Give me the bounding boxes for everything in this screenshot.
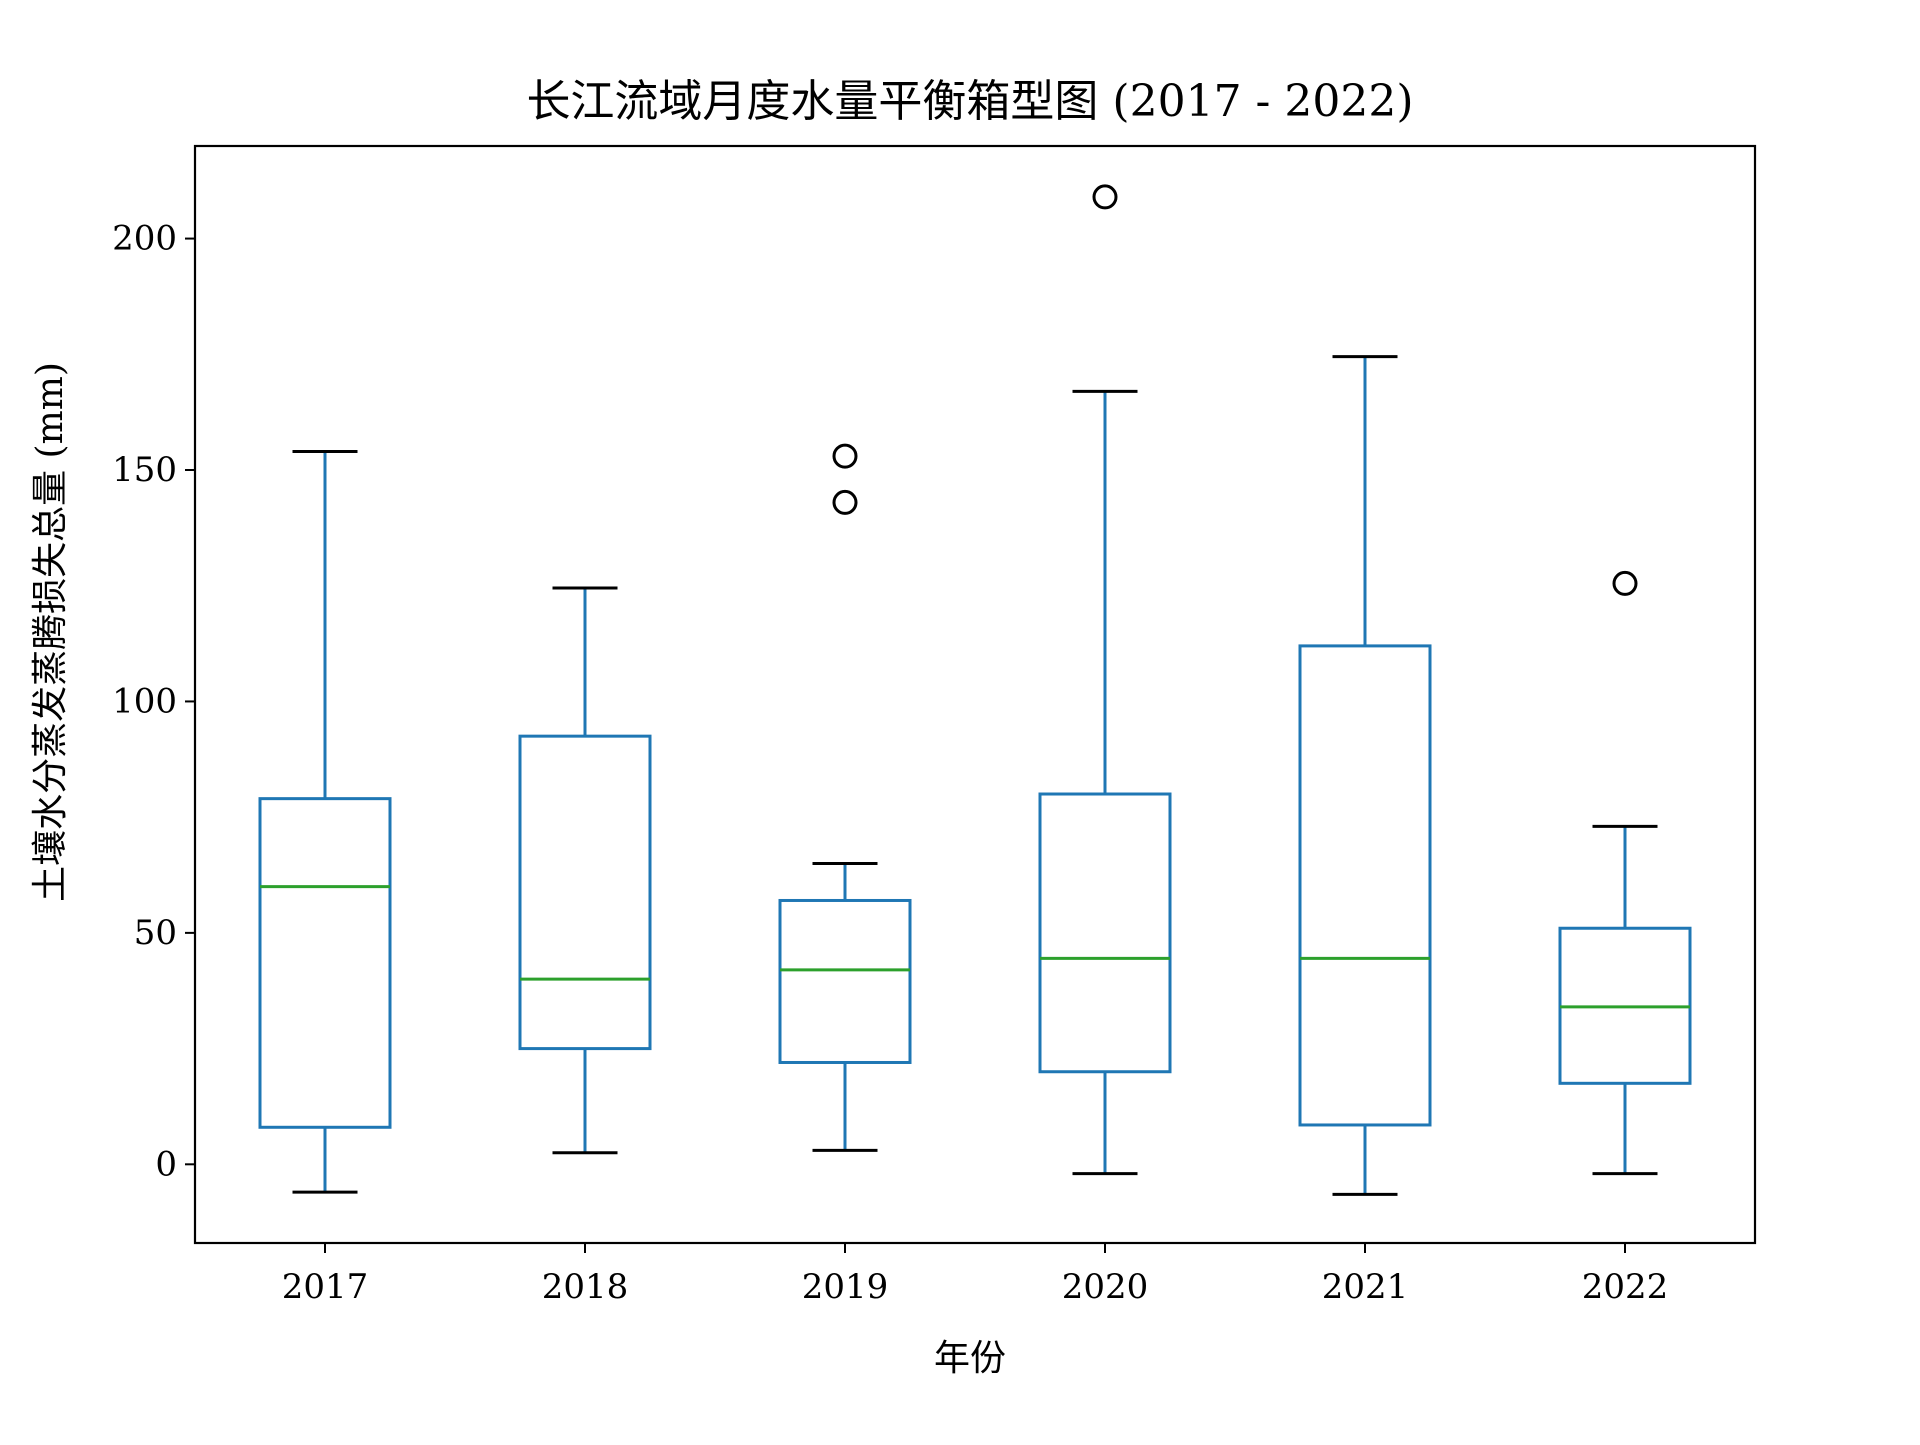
- box-2019: [778, 898, 912, 1064]
- x-axis-label: 年份: [934, 1338, 1006, 1379]
- outlier-point: [1092, 184, 1118, 210]
- y-tick-label: 150: [112, 450, 177, 490]
- x-tick-label: 2017: [282, 1267, 369, 1307]
- chart-title: 长江流域月度水量平衡箱型图 (2017 - 2022): [526, 76, 1413, 127]
- outlier-point: [1612, 570, 1638, 596]
- y-tick-label: 100: [112, 681, 177, 721]
- y-tick-label: 50: [134, 913, 177, 953]
- box-2021: [1298, 644, 1432, 1127]
- box-2020: [1038, 792, 1172, 1074]
- x-tick-label: 2020: [1062, 1267, 1149, 1307]
- plot-area: 0 50 100 150 200 2017 2018 2019 2020 2021 2022: [112, 144, 1757, 1307]
- x-tick-label: 2021: [1322, 1267, 1409, 1307]
- outlier-point: [832, 489, 858, 515]
- outlier-point: [832, 443, 858, 469]
- plot-frame: [193, 144, 1757, 1245]
- x-tick-label: 2022: [1582, 1267, 1669, 1307]
- x-tick-label: 2019: [802, 1267, 889, 1307]
- box-2018: [518, 734, 652, 1051]
- y-tick-label: 0: [155, 1144, 177, 1184]
- y-axis-label: 土壤水分蒸发蒸腾损失总量 (mm): [30, 362, 71, 902]
- y-tick-label: 200: [112, 219, 177, 259]
- box-2017: [258, 797, 392, 1129]
- x-tick-label: 2018: [542, 1267, 629, 1307]
